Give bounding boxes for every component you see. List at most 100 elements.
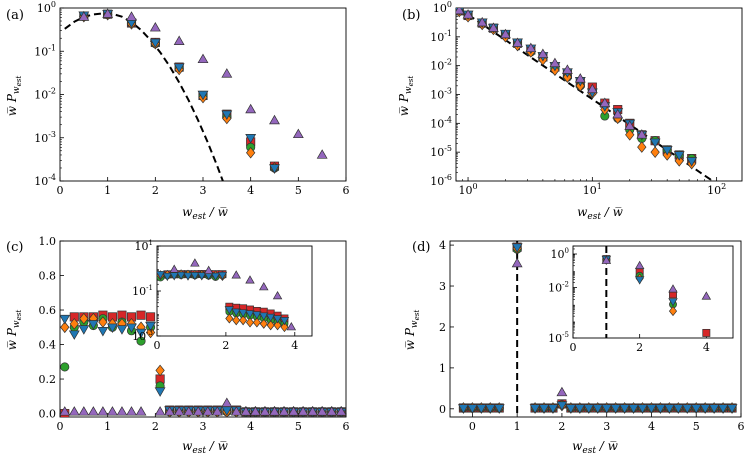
data-point-triangle-down — [97, 327, 109, 337]
data-point-triangle-down — [681, 404, 693, 414]
x-tick-label: 2 — [152, 184, 159, 197]
inset-y-tick-label: 10-3 — [132, 329, 153, 343]
inset-data-point-triangle-down — [259, 312, 269, 321]
x-tick-label: 102 — [707, 182, 726, 197]
data-point-triangle-down — [87, 320, 99, 330]
x-tick-label: 6 — [343, 420, 350, 433]
y-tick-label: 0.4 — [39, 339, 57, 352]
data-point-triangle-up — [259, 406, 271, 416]
x-tick-label: 5 — [295, 184, 302, 197]
x-tick-label: 1 — [104, 184, 111, 197]
data-point-triangle-down — [78, 325, 90, 335]
x-tick-label: 2 — [152, 420, 159, 433]
inset-x-tick-label: 0 — [570, 341, 577, 354]
y-tick-label: 10-1 — [34, 43, 56, 58]
inset-data-point-triangle-down — [245, 310, 255, 319]
data-point-triangle-up — [269, 406, 280, 416]
data-point-triangle-up — [183, 406, 195, 416]
data-point-triangle-down — [538, 404, 550, 414]
data-point-triangle-up — [78, 406, 90, 416]
data-point-triangle-down — [649, 138, 661, 149]
x-tick-label: 3 — [200, 184, 207, 197]
inset-data-point-triangle-down — [176, 271, 186, 280]
data-point-triangle-down — [457, 404, 469, 414]
y-tick-label: 10-6 — [430, 173, 452, 188]
x-tick-label: 5 — [693, 420, 700, 433]
data-point-triangle-down — [547, 404, 559, 414]
inset-plot-content — [157, 258, 297, 333]
inset-data-point-triangle-down — [668, 298, 678, 307]
inset-plot: 0 2 4 10-5 10-2 100 — [548, 245, 734, 354]
data-point-triangle-up — [126, 11, 137, 21]
axes-frame — [455, 7, 743, 182]
data-point-triangle-down — [126, 323, 137, 334]
y-axis-label: w̅ Pwest — [397, 76, 415, 117]
x-axis-label: west / w̅ — [182, 205, 229, 222]
inset-data-point-square — [702, 328, 711, 337]
x-tick-label: 4 — [247, 184, 254, 197]
inset-data-point-diamond — [239, 315, 248, 326]
data-point-triangle-down — [556, 401, 568, 411]
data-point-triangle-up — [154, 406, 166, 416]
inset-data-point-triangle-up — [169, 264, 179, 273]
inset-y-tick-label: 10-5 — [548, 331, 569, 345]
plot-content — [60, 310, 346, 417]
data-point-triangle-down — [628, 404, 639, 414]
inset-data-point-triangle-down — [265, 313, 276, 323]
x-tick-label: 5 — [295, 420, 302, 433]
inset-data-point-triangle-down — [279, 317, 290, 326]
data-point-triangle-up — [476, 16, 488, 27]
inset-data-point-diamond — [668, 306, 678, 317]
inset-x-tick-label: 4 — [291, 339, 298, 352]
y-tick-label: 10-3 — [34, 130, 56, 145]
inset-x-tick-label: 0 — [154, 339, 161, 352]
inset-x-tick-label: 2 — [636, 341, 643, 354]
data-point-triangle-up — [249, 406, 261, 416]
data-point-triangle-down — [493, 404, 505, 414]
data-point-triangle-up — [316, 406, 328, 416]
y-axis-label: w̅ Pwest — [403, 310, 421, 351]
data-point-triangle-down — [610, 404, 622, 414]
y-tick-label: 3 — [439, 280, 446, 293]
inset-data-point-diamond — [252, 317, 261, 328]
data-point-triangle-up — [240, 406, 252, 416]
inset-data-point-triangle-up — [203, 265, 214, 274]
data-point-triangle-up — [60, 406, 71, 416]
inset-data-point-triangle-up — [668, 284, 678, 293]
y-tick-label: 10-3 — [430, 87, 452, 102]
x-tick-label: 100 — [458, 182, 477, 197]
data-point-circle — [60, 362, 70, 372]
data-point-triangle-up — [269, 114, 280, 125]
inset-axes-frame — [572, 245, 734, 339]
data-point-triangle-down — [466, 404, 478, 414]
data-point-triangle-down — [565, 404, 577, 414]
x-tick-label: 1 — [514, 420, 521, 433]
data-point-triangle-down — [661, 146, 673, 156]
y-tick-label: 0.2 — [39, 373, 57, 386]
data-point-triangle-down — [484, 404, 496, 414]
data-point-triangle-down — [475, 404, 487, 414]
inset-data-point-triangle-up — [231, 270, 241, 279]
inset-y-tick-label: 10-2 — [548, 281, 569, 295]
data-point-triangle-up — [173, 35, 185, 45]
data-point-triangle-down — [708, 404, 720, 414]
inset-data-point-diamond — [232, 315, 241, 326]
inset-y-tick-label: 100 — [551, 247, 569, 261]
data-point-triangle-up — [230, 406, 242, 416]
data-point-triangle-down — [68, 330, 80, 340]
inset-data-point-triangle-up — [259, 282, 269, 291]
x-axis-label: west / w̅ — [572, 439, 619, 456]
inset-data-point-triangle-up — [190, 258, 200, 267]
data-point-triangle-up — [97, 406, 109, 416]
x-tick-label: 0 — [469, 420, 476, 433]
data-point-triangle-down — [135, 328, 147, 339]
data-point-triangle-up — [278, 406, 290, 416]
data-point-triangle-up — [297, 406, 309, 416]
data-point-triangle-down — [726, 404, 738, 414]
y-tick-label: 0 — [439, 403, 446, 416]
inset-data-point-triangle-down — [231, 308, 241, 317]
data-point-triangle-up — [149, 21, 161, 32]
data-point-triangle-up — [549, 57, 561, 68]
inset-data-point-triangle-down — [634, 276, 645, 285]
data-point-triangle-down — [717, 404, 729, 414]
